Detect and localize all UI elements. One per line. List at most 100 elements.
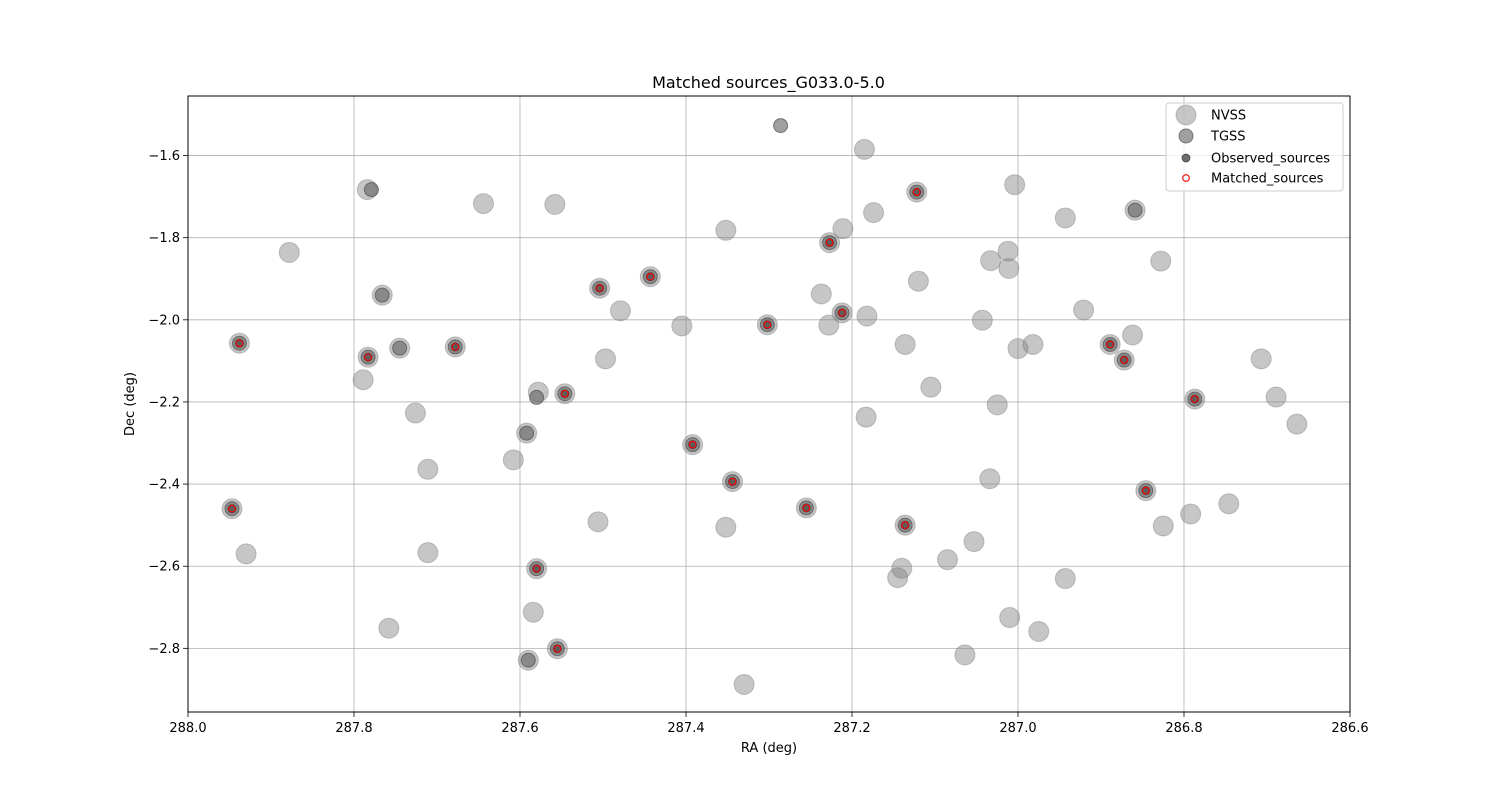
data-point	[894, 333, 916, 355]
data-point	[363, 352, 373, 362]
data-point	[1022, 333, 1044, 355]
legend-marker	[1178, 128, 1194, 144]
data-point	[646, 272, 655, 281]
data-point	[980, 250, 1002, 272]
legend-frame	[1165, 102, 1344, 192]
data-point	[728, 477, 737, 487]
legend-label: NVSS	[1211, 109, 1246, 124]
y-tick-label: −1.8	[148, 231, 180, 246]
legend-marker	[1182, 174, 1190, 182]
data-point	[352, 369, 374, 391]
x-tick-label: 287.0	[999, 721, 1036, 736]
y-tick-label: −2.0	[148, 313, 180, 328]
data-point	[963, 531, 985, 553]
data-point	[472, 193, 494, 215]
data-point	[762, 320, 772, 330]
data-point	[688, 440, 698, 450]
data-point	[520, 652, 536, 668]
x-tick-label: 288.0	[169, 721, 206, 736]
data-point	[832, 218, 854, 240]
data-point	[1054, 207, 1076, 229]
data-point	[450, 342, 460, 352]
data-point	[912, 187, 922, 197]
data-point	[773, 118, 789, 134]
data-point	[552, 644, 562, 654]
data-point	[1004, 174, 1026, 196]
data-point	[553, 644, 562, 653]
data-point	[417, 542, 439, 564]
data-point	[715, 516, 737, 538]
data-point	[971, 309, 993, 331]
data-point	[733, 673, 755, 695]
data-point	[1190, 394, 1200, 404]
data-point	[502, 449, 524, 471]
data-point	[560, 389, 570, 399]
data-point	[907, 270, 929, 292]
data-points	[221, 118, 1308, 695]
data-point	[595, 283, 605, 293]
data-point	[1106, 340, 1114, 349]
data-point	[363, 182, 379, 198]
data-point	[979, 468, 1001, 490]
x-tick-label: 286.6	[1331, 721, 1368, 736]
x-axis-label: RA (deg)	[741, 741, 797, 756]
data-point	[1150, 250, 1172, 272]
data-point	[1141, 486, 1150, 495]
data-point	[392, 340, 408, 356]
data-point	[1190, 395, 1199, 403]
data-point	[1122, 324, 1144, 346]
data-point	[235, 339, 244, 348]
data-point	[818, 314, 840, 336]
data-point	[235, 338, 244, 348]
y-axis-label: Dec (deg)	[123, 372, 138, 436]
data-point	[645, 272, 655, 282]
legend-label: Matched_sources	[1211, 172, 1324, 187]
data-point	[378, 617, 400, 639]
legend-marker	[1181, 153, 1191, 163]
data-point	[763, 320, 772, 329]
y-tick-label: −2.4	[148, 478, 180, 493]
data-point	[1218, 493, 1240, 515]
data-point	[986, 394, 1008, 416]
chart-title: Matched sources_G033.0-5.0	[652, 73, 885, 93]
data-point	[228, 504, 236, 513]
data-point	[1105, 340, 1115, 349]
y-tick-label: −2.2	[148, 395, 180, 410]
data-point	[825, 238, 834, 248]
data-point	[920, 376, 942, 398]
data-point	[1127, 202, 1143, 218]
data-point	[519, 425, 535, 441]
data-point	[1141, 486, 1151, 496]
data-point	[560, 389, 569, 398]
data-point	[900, 520, 910, 530]
x-tick-label: 287.4	[667, 721, 704, 736]
data-point	[417, 458, 439, 480]
data-point	[1120, 356, 1129, 364]
data-point	[544, 193, 566, 215]
data-point	[838, 308, 846, 317]
data-point	[374, 287, 390, 303]
x-tick-label: 287.8	[335, 721, 372, 736]
data-point	[688, 440, 697, 449]
data-point	[609, 300, 631, 322]
data-point	[1152, 515, 1174, 537]
data-point	[997, 240, 1019, 262]
axis-ticks: 288.0 287.8 287.6 287.4 287.2 287.0 286.8 286.6…	[148, 149, 1368, 736]
data-point	[891, 557, 913, 579]
data-point	[1265, 386, 1287, 408]
data-point	[522, 601, 544, 623]
data-point	[227, 504, 237, 514]
x-tick-label: 286.8	[1165, 721, 1202, 736]
legend-label: Observed_sources	[1211, 152, 1330, 167]
series-matched-sources	[228, 188, 1199, 653]
data-point	[810, 283, 832, 305]
data-point	[529, 389, 545, 405]
x-tick-label: 287.6	[501, 721, 538, 736]
data-point	[278, 241, 300, 263]
plot-frame	[187, 95, 1351, 713]
data-point	[728, 477, 737, 486]
x-tick-label: 287.2	[833, 721, 870, 736]
data-point	[587, 511, 609, 533]
data-point	[825, 238, 834, 247]
